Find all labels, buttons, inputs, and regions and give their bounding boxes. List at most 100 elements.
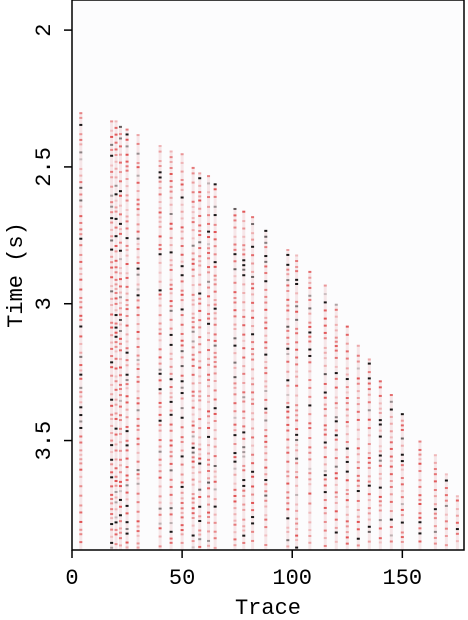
wiggle (110, 321, 114, 324)
wiggle (169, 327, 173, 330)
wiggle (79, 462, 83, 465)
wiggle (433, 468, 437, 471)
wiggle (345, 357, 349, 360)
wiggle (169, 386, 173, 389)
wiggle (295, 305, 299, 308)
wiggle (356, 479, 360, 482)
wiggle (334, 323, 338, 326)
wiggle (233, 443, 237, 446)
wiggle (125, 314, 129, 317)
wiggle (191, 406, 195, 409)
wiggle (308, 534, 312, 537)
wiggle (367, 540, 371, 543)
wiggle (207, 243, 211, 246)
wiggle (389, 480, 393, 483)
wiggle (125, 401, 129, 404)
wiggle (207, 196, 211, 199)
wiggle (264, 398, 268, 401)
wiggle (114, 235, 118, 238)
wiggle (125, 244, 129, 247)
wiggle (158, 362, 162, 365)
wiggle (286, 318, 290, 321)
wiggle (118, 307, 122, 310)
wiggle (418, 532, 422, 535)
wiggle (114, 484, 118, 487)
wiggle (295, 409, 299, 412)
wiggle (180, 344, 184, 347)
wiggle (233, 519, 237, 522)
wiggle (114, 433, 118, 436)
wiggle (118, 137, 122, 140)
trace (264, 229, 268, 550)
wiggle (158, 348, 162, 351)
wiggle (251, 427, 255, 430)
wiggle (114, 357, 118, 360)
wiggle (191, 258, 195, 261)
wiggle (308, 467, 312, 470)
wiggle (389, 518, 393, 521)
trace (433, 454, 437, 550)
wiggle (114, 458, 118, 461)
wiggle (251, 493, 255, 496)
wiggle (198, 309, 202, 312)
wiggle (264, 544, 268, 547)
wiggle (207, 247, 211, 250)
wiggle (233, 281, 237, 284)
wiggle (114, 287, 118, 290)
wiggle (136, 314, 140, 317)
wiggle (136, 492, 140, 495)
wiggle (323, 463, 327, 466)
wiggle (110, 493, 114, 496)
wiggle (389, 415, 393, 418)
wiggle (207, 363, 211, 366)
wiggle (125, 308, 129, 311)
wiggle (118, 329, 122, 332)
wiggle (79, 301, 83, 304)
wiggle (251, 402, 255, 405)
wiggle (191, 172, 195, 175)
wiggle (110, 383, 114, 386)
wiggle (136, 152, 140, 155)
wiggle (242, 541, 246, 544)
wiggle (286, 342, 290, 345)
wiggle (136, 283, 140, 286)
wiggle (295, 370, 299, 373)
wiggle (251, 238, 255, 241)
wiggle (295, 327, 299, 330)
wiggle (79, 233, 83, 236)
wiggle (118, 514, 122, 517)
trace (213, 183, 217, 551)
wiggle (169, 292, 173, 295)
wiggle (251, 418, 255, 421)
wiggle (207, 410, 211, 413)
wiggle (169, 429, 173, 432)
wiggle (389, 408, 393, 411)
wiggle (308, 478, 312, 481)
wiggle (334, 495, 338, 498)
wiggle (198, 399, 202, 402)
wiggle (79, 244, 83, 247)
wiggle (242, 309, 246, 312)
wiggle (158, 458, 162, 461)
wiggle (455, 528, 459, 531)
wiggle (110, 541, 114, 544)
wiggle (136, 243, 140, 246)
wiggle (345, 425, 349, 428)
wiggle (378, 472, 382, 475)
wiggle (158, 193, 162, 196)
wiggle (400, 536, 404, 539)
wiggle (308, 331, 312, 334)
wiggle (213, 372, 217, 375)
wiggle (118, 485, 122, 488)
wiggle (158, 253, 162, 256)
wiggle (110, 458, 114, 461)
wiggle (118, 337, 122, 340)
wiggle (308, 340, 312, 343)
wiggle (213, 307, 217, 310)
wiggle (79, 511, 83, 514)
wiggle (264, 419, 268, 422)
wiggle (136, 428, 140, 431)
wiggle (79, 435, 83, 438)
wiggle (110, 355, 114, 358)
wiggle (169, 444, 173, 447)
